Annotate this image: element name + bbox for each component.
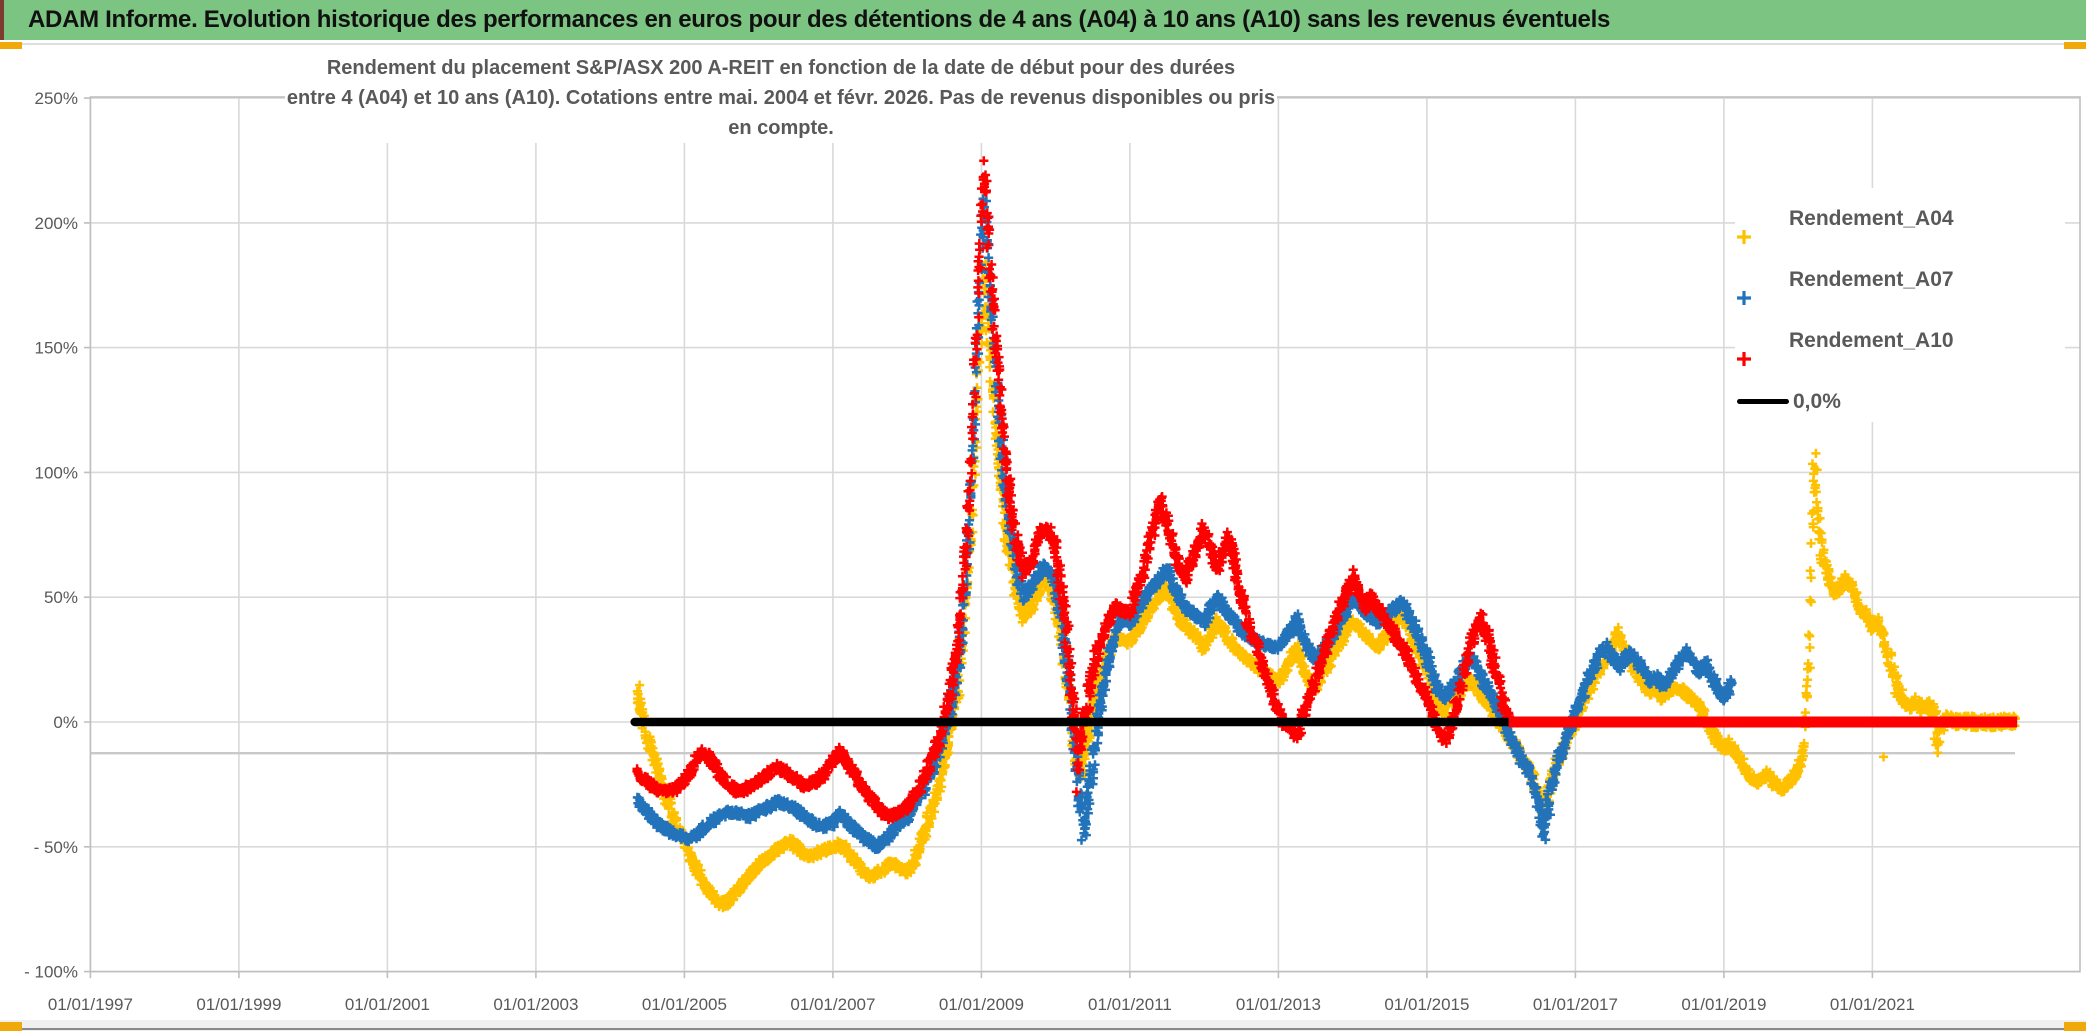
y-tick-label: - 100% [24, 963, 78, 982]
line-swatch-icon [1737, 399, 1789, 404]
x-tick-label: 01/01/2021 [1830, 995, 1915, 1014]
legend-item-rendement-a07[interactable]: Rendement_A07 [1735, 249, 2065, 310]
chart-title: Rendement du placement S&P/ASX 200 A-REI… [285, 53, 1277, 143]
x-tick-label: 01/01/2011 [1088, 995, 1172, 1014]
chart-legend: Rendement_A04 Rendement_A07 Rendement_A1… [1735, 188, 2065, 422]
legend-label: Rendement_A04 [1789, 206, 1954, 230]
page-title: ADAM Informe. Evolution historique des p… [28, 6, 1611, 33]
window-left-edge [0, 0, 4, 40]
x-tick-label: 01/01/2005 [642, 995, 727, 1014]
legend-label: 0,0% [1793, 389, 1841, 413]
legend-item-rendement-a10[interactable]: Rendement_A10 [1735, 310, 2065, 371]
row-divider [0, 43, 2086, 45]
y-tick-label: 100% [35, 463, 78, 482]
x-tick-label: 01/01/2001 [345, 995, 430, 1014]
x-tick-label: 01/01/2019 [1681, 995, 1766, 1014]
y-tick-label: 250% [35, 89, 78, 108]
y-tick-label: 0% [53, 713, 78, 732]
chart-selection-handle-bottom-left[interactable] [0, 1022, 22, 1031]
x-tick-label: 01/01/2009 [939, 995, 1024, 1014]
chart-selection-handle-top-right[interactable] [2064, 42, 2086, 49]
chart-selection-handle-bottom-right[interactable] [2064, 1022, 2086, 1031]
sheet-header-bar: ADAM Informe. Evolution historique des p… [0, 0, 2086, 40]
legend-item-zero-line[interactable]: 0,0% [1735, 371, 2065, 432]
x-tick-label: 01/01/2007 [790, 995, 875, 1014]
bottom-strip [0, 1020, 2086, 1031]
legend-item-rendement-a04[interactable]: Rendement_A04 [1735, 188, 2065, 249]
y-tick-label: 50% [44, 588, 78, 607]
y-tick-label: - 50% [34, 838, 78, 857]
chart-canvas[interactable]: 01/01/1997 01/01/1999 01/01/2001 01/01/2003… [0, 40, 2086, 1031]
axis-ticks [83, 97, 1874, 979]
x-tick-label: 01/01/2015 [1384, 995, 1469, 1014]
y-tick-label: 200% [35, 214, 78, 233]
window-bottom-edge [0, 1028, 2086, 1030]
x-tick-label: 01/01/1997 [48, 995, 133, 1014]
x-tick-label: 01/01/2003 [493, 995, 578, 1014]
legend-label: Rendement_A07 [1789, 267, 1954, 291]
chart-title-line1: Rendement du placement S&P/ASX 200 A-REI… [326, 57, 1236, 79]
x-tick-label: 01/01/2017 [1533, 995, 1618, 1014]
chart-selection-handle-top-left[interactable] [0, 42, 22, 49]
x-tick-label: 01/01/1999 [196, 995, 281, 1014]
x-tick-label: 01/01/2013 [1236, 995, 1321, 1014]
y-tick-label: 150% [35, 339, 78, 358]
chart-title-line2: entre 4 (A04) et 10 ans (A10). Cotations… [286, 87, 1276, 139]
legend-label: Rendement_A10 [1789, 328, 1954, 352]
series-points-rendement_a10[interactable] [632, 156, 1515, 825]
